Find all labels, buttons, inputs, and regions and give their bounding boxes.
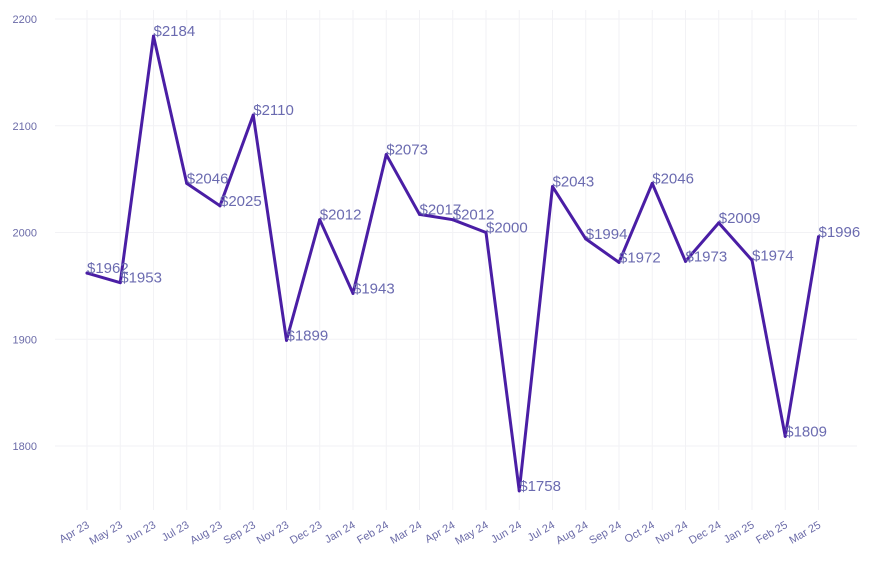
data-label: $2009 — [719, 210, 761, 227]
data-label: $2110 — [253, 102, 294, 119]
x-tick-label: Nov 23 — [255, 519, 291, 547]
grid-layer — [55, 10, 857, 510]
x-tick-label: May 23 — [88, 519, 125, 547]
data-point — [484, 231, 488, 234]
data-point — [418, 212, 421, 216]
x-tick-label: Apr 24 — [423, 519, 457, 546]
data-point — [817, 235, 820, 239]
data-label: $1953 — [120, 270, 162, 287]
data-label: $1758 — [519, 478, 561, 495]
x-tick-label: Jun 23 — [123, 519, 158, 546]
x-tick-label: May 24 — [453, 519, 490, 547]
data-point — [85, 271, 89, 275]
data-point — [750, 258, 754, 262]
x-tick-label: Mar 25 — [787, 519, 823, 547]
data-point — [152, 34, 155, 38]
data-label: $1962 — [87, 260, 129, 277]
x-tick-label: Jan 24 — [323, 519, 358, 546]
x-tick-label: Oct 24 — [623, 519, 657, 546]
data-point — [118, 281, 122, 285]
x-tick-label: Dec 24 — [687, 519, 723, 547]
data-label: $1972 — [619, 249, 661, 266]
x-tick-label: Dec 23 — [288, 519, 324, 547]
data-labels: $1962$1953 $2184 $2046 $2025 $2110 $1899 $2012… — [85, 23, 861, 495]
data-point — [251, 113, 255, 117]
data-point — [551, 185, 554, 189]
y-tick-label: 2100 — [13, 121, 37, 133]
x-tick-label: Sep 24 — [587, 519, 623, 547]
x-tick-label: Aug 23 — [188, 519, 224, 547]
x-tick-label: Jan 25 — [722, 519, 757, 546]
data-label: $2012 — [320, 207, 362, 224]
x-tick-label: Feb 24 — [355, 519, 391, 547]
data-point — [318, 218, 322, 222]
data-point — [351, 291, 355, 295]
x-tick-label: Mar 24 — [388, 519, 424, 547]
data-point — [451, 218, 455, 222]
data-point — [218, 204, 222, 208]
data-label: $1809 — [785, 423, 827, 440]
data-label: $1994 — [586, 226, 628, 243]
data-point — [285, 338, 288, 342]
data-point — [584, 237, 588, 241]
data-label: $1974 — [752, 247, 794, 264]
data-label: $2012 — [453, 207, 495, 224]
data-label: $2046 — [187, 170, 229, 187]
x-tick-label: Jul 24 — [526, 519, 557, 544]
data-point — [650, 181, 654, 185]
x-tick-label: Jul 23 — [160, 519, 191, 544]
y-tick-label: 1900 — [13, 334, 37, 346]
y-tick-label: 1800 — [13, 441, 37, 453]
x-tick-label: Feb 25 — [754, 519, 790, 547]
data-label: $2046 — [652, 170, 694, 187]
data-point — [185, 181, 189, 185]
y-axis-ticks: 1800 1900 2000 2100 2200 — [13, 14, 37, 453]
x-tick-label: Sep 23 — [222, 519, 258, 547]
data-label: $2184 — [154, 23, 196, 40]
y-tick-label: 2200 — [13, 14, 37, 26]
data-label: $2000 — [486, 220, 528, 237]
data-label: $2025 — [220, 193, 262, 210]
data-point — [684, 259, 687, 263]
data-point — [384, 153, 388, 157]
data-label: $1996 — [819, 224, 861, 241]
data-label: $2073 — [386, 142, 428, 159]
x-tick-label: Apr 23 — [57, 519, 91, 546]
data-label: $1973 — [686, 248, 728, 265]
data-label: $2017 — [420, 201, 462, 218]
data-point — [783, 434, 787, 438]
data-point — [517, 489, 521, 493]
data-point — [617, 260, 621, 264]
x-tick-label: Jun 24 — [489, 519, 524, 546]
x-tick-label: Nov 24 — [654, 519, 690, 547]
data-label: $1943 — [353, 280, 395, 297]
data-label: $1899 — [287, 327, 329, 344]
data-point — [717, 221, 721, 225]
data-label: $2043 — [553, 174, 595, 191]
y-tick-label: 2000 — [13, 228, 37, 240]
x-tick-label: Aug 24 — [554, 519, 590, 547]
